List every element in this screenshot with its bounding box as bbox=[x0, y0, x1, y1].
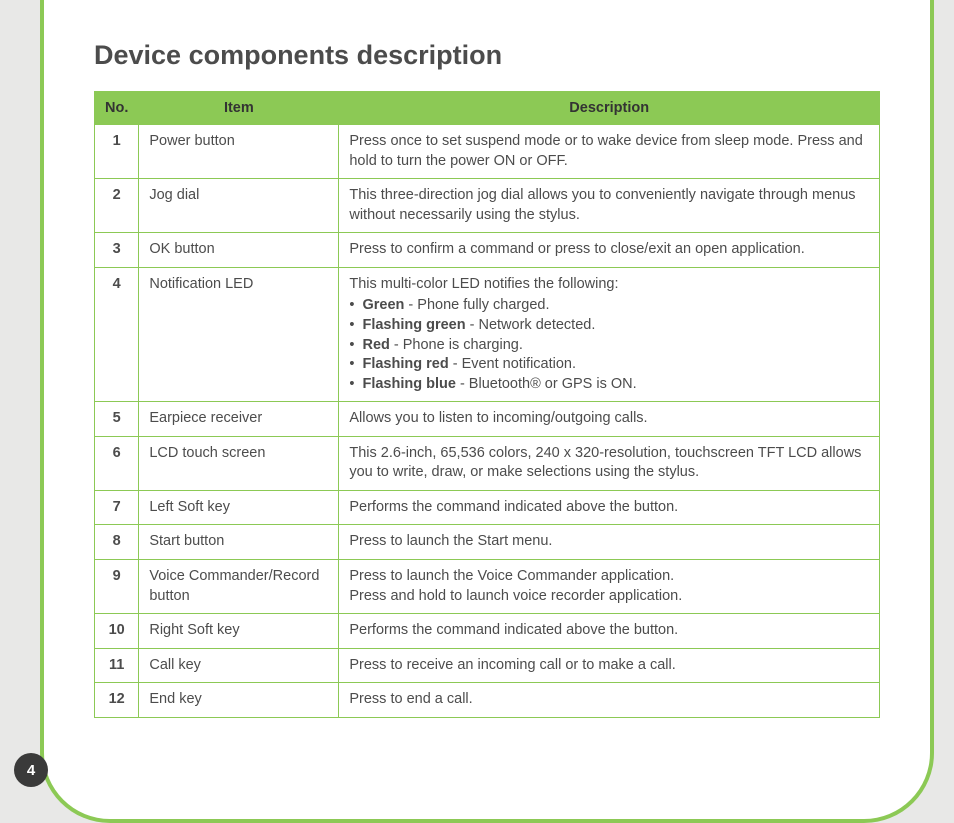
cell-item: Left Soft key bbox=[139, 490, 339, 525]
page-number: 4 bbox=[27, 762, 35, 779]
cell-no: 1 bbox=[95, 125, 139, 179]
cell-no: 8 bbox=[95, 525, 139, 560]
table-row: 8Start buttonPress to launch the Start m… bbox=[95, 525, 880, 560]
led-label: Green bbox=[362, 297, 404, 313]
led-text: - Bluetooth® or GPS is ON. bbox=[456, 376, 637, 392]
cell-description: This multi-color LED notifies the follow… bbox=[339, 267, 880, 401]
cell-item: Start button bbox=[139, 525, 339, 560]
cell-no: 3 bbox=[95, 233, 139, 268]
cell-item: Right Soft key bbox=[139, 614, 339, 649]
page-frame: Device components description No. Item D… bbox=[40, 0, 934, 823]
cell-description: Press once to set suspend mode or to wak… bbox=[339, 125, 880, 179]
cell-description: Performs the command indicated above the… bbox=[339, 614, 880, 649]
led-item: • Flashing green - Network detected. bbox=[349, 316, 869, 336]
table-row: 3OK buttonPress to confirm a command or … bbox=[95, 233, 880, 268]
bullet-icon: • bbox=[349, 376, 358, 392]
table-row: 1Power buttonPress once to set suspend m… bbox=[95, 125, 880, 179]
table-row: 7Left Soft keyPerforms the command indic… bbox=[95, 490, 880, 525]
table-body: 1Power buttonPress once to set suspend m… bbox=[95, 125, 880, 718]
led-label: Flashing blue bbox=[362, 376, 455, 392]
table-row: 12End keyPress to end a call. bbox=[95, 683, 880, 718]
cell-description: Press to end a call. bbox=[339, 683, 880, 718]
cell-no: 12 bbox=[95, 683, 139, 718]
led-item: • Green - Phone fully charged. bbox=[349, 296, 869, 316]
cell-description: Press to launch the Voice Commander appl… bbox=[339, 560, 880, 614]
led-text: - Event notification. bbox=[449, 356, 576, 372]
led-intro: This multi-color LED notifies the follow… bbox=[349, 275, 869, 295]
led-item: • Flashing red - Event notification. bbox=[349, 355, 869, 375]
cell-item: Power button bbox=[139, 125, 339, 179]
cell-description: Performs the command indicated above the… bbox=[339, 490, 880, 525]
cell-no: 9 bbox=[95, 560, 139, 614]
page-content: Device components description No. Item D… bbox=[44, 0, 930, 748]
led-item: • Flashing blue - Bluetooth® or GPS is O… bbox=[349, 375, 869, 395]
cell-description: Allows you to listen to incoming/outgoin… bbox=[339, 402, 880, 437]
bullet-icon: • bbox=[349, 297, 358, 313]
bullet-icon: • bbox=[349, 317, 358, 333]
led-text: - Network detected. bbox=[466, 317, 596, 333]
led-text: - Phone fully charged. bbox=[404, 297, 549, 313]
cell-item: Voice Commander/Record button bbox=[139, 560, 339, 614]
led-label: Red bbox=[362, 337, 389, 353]
led-list: • Green - Phone fully charged.• Flashing… bbox=[349, 296, 869, 394]
cell-item: Notification LED bbox=[139, 267, 339, 401]
cell-item: Call key bbox=[139, 648, 339, 683]
led-item: • Red - Phone is charging. bbox=[349, 336, 869, 356]
cell-no: 7 bbox=[95, 490, 139, 525]
col-header-no: No. bbox=[95, 92, 139, 125]
desc-line: Press and hold to launch voice recorder … bbox=[349, 587, 869, 607]
col-header-item: Item bbox=[139, 92, 339, 125]
cell-item: End key bbox=[139, 683, 339, 718]
page-number-badge: 4 bbox=[14, 753, 48, 787]
cell-item: Jog dial bbox=[139, 179, 339, 233]
cell-no: 5 bbox=[95, 402, 139, 437]
table-row: 11Call keyPress to receive an incoming c… bbox=[95, 648, 880, 683]
page-title: Device components description bbox=[94, 40, 880, 71]
cell-item: LCD touch screen bbox=[139, 436, 339, 490]
cell-item: Earpiece receiver bbox=[139, 402, 339, 437]
led-text: - Phone is charging. bbox=[390, 337, 523, 353]
table-row: 4Notification LED This multi-color LED no… bbox=[95, 267, 880, 401]
table-row: 9Voice Commander/Record button Press to l… bbox=[95, 560, 880, 614]
table-header-row: No. Item Description bbox=[95, 92, 880, 125]
table-row: 2Jog dialThis three-direction jog dial a… bbox=[95, 179, 880, 233]
table-row: 6LCD touch screenThis 2.6-inch, 65,536 c… bbox=[95, 436, 880, 490]
cell-no: 4 bbox=[95, 267, 139, 401]
cell-description: This three-direction jog dial allows you… bbox=[339, 179, 880, 233]
col-header-description: Description bbox=[339, 92, 880, 125]
led-label: Flashing green bbox=[362, 317, 465, 333]
cell-description: This 2.6-inch, 65,536 colors, 240 x 320-… bbox=[339, 436, 880, 490]
cell-item: OK button bbox=[139, 233, 339, 268]
table-row: 5Earpiece receiverAllows you to listen t… bbox=[95, 402, 880, 437]
cell-description: Press to confirm a command or press to c… bbox=[339, 233, 880, 268]
led-label: Flashing red bbox=[362, 356, 448, 372]
bullet-icon: • bbox=[349, 356, 358, 372]
cell-no: 10 bbox=[95, 614, 139, 649]
cell-description: Press to receive an incoming call or to … bbox=[339, 648, 880, 683]
desc-line: Press to launch the Voice Commander appl… bbox=[349, 567, 869, 587]
bullet-icon: • bbox=[349, 337, 358, 353]
cell-no: 2 bbox=[95, 179, 139, 233]
cell-description: Press to launch the Start menu. bbox=[339, 525, 880, 560]
components-table: No. Item Description 1Power buttonPress … bbox=[94, 91, 880, 718]
cell-no: 6 bbox=[95, 436, 139, 490]
cell-no: 11 bbox=[95, 648, 139, 683]
table-row: 10Right Soft keyPerforms the command ind… bbox=[95, 614, 880, 649]
